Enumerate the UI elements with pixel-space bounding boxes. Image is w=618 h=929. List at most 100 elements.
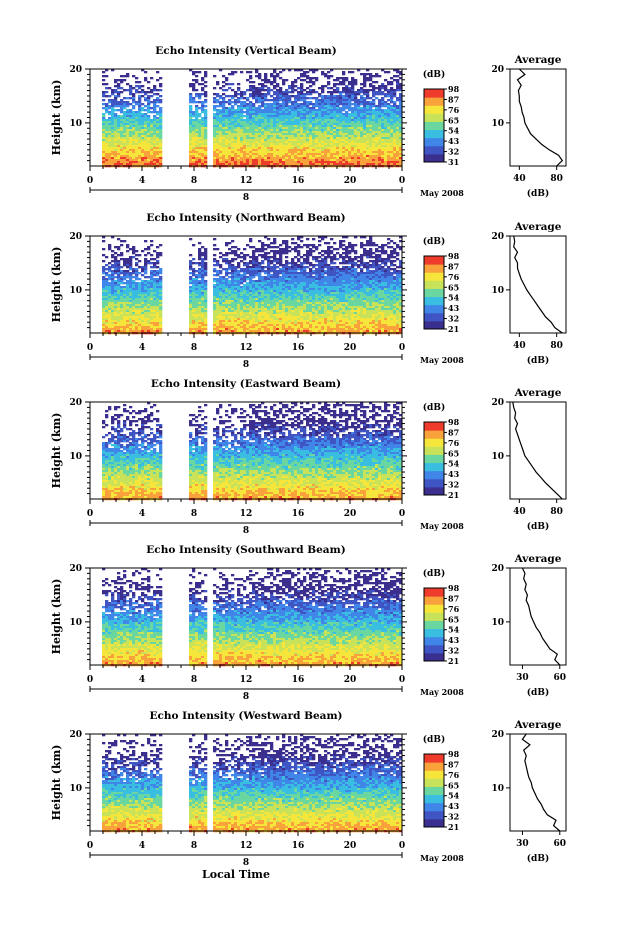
- heatmap-cell: [123, 133, 127, 136]
- heatmap-cell: [156, 135, 160, 138]
- heatmap-cell: [387, 282, 391, 285]
- heatmap-cell: [330, 131, 334, 134]
- heatmap-cell: [357, 147, 361, 150]
- heatmap-cell: [216, 286, 220, 289]
- heatmap-cell: [246, 71, 250, 74]
- heatmap-cell: [126, 125, 130, 128]
- heatmap-cell: [267, 121, 271, 124]
- heatmap-cell: [159, 125, 163, 128]
- heatmap-cell: [150, 157, 154, 160]
- heatmap-cell: [234, 159, 238, 162]
- heatmap-cell: [105, 274, 109, 277]
- heatmap-cell: [219, 125, 223, 128]
- heatmap-cell: [354, 109, 358, 112]
- heatmap-cell: [252, 266, 256, 269]
- heatmap-cell: [363, 155, 367, 158]
- heatmap-cell: [141, 139, 145, 142]
- heatmap-cell: [258, 135, 262, 138]
- heatmap-cell: [237, 274, 241, 277]
- heatmap-cell: [372, 141, 376, 144]
- heatmap-cell: [384, 141, 388, 144]
- heatmap-cell: [288, 87, 292, 90]
- heatmap-cell: [213, 248, 217, 251]
- heatmap-cell: [312, 159, 316, 162]
- heatmap-cell: [378, 117, 382, 120]
- heatmap-cell: [273, 272, 277, 275]
- heatmap-cell: [258, 266, 262, 269]
- heatmap-cell: [354, 111, 358, 114]
- heatmap-cell: [234, 117, 238, 120]
- heatmap-cell: [372, 276, 376, 279]
- heatmap-cell: [324, 155, 328, 158]
- heatmap-cell: [222, 131, 226, 134]
- heatmap-cell: [111, 278, 115, 281]
- heatmap-cell: [192, 135, 196, 138]
- heatmap-cell: [273, 93, 277, 96]
- heatmap-cell: [360, 280, 364, 283]
- heatmap-cell: [300, 69, 304, 72]
- heatmap-cell: [114, 268, 118, 271]
- heatmap-cell: [138, 131, 142, 134]
- x-tick-label: 0: [399, 176, 405, 186]
- heatmap-cell: [387, 242, 391, 245]
- heatmap-cell: [213, 99, 217, 102]
- heatmap-cell: [318, 268, 322, 271]
- heatmap-cell: [369, 75, 373, 78]
- heatmap-cell: [381, 274, 385, 277]
- heatmap-cell: [378, 163, 382, 166]
- heatmap-cell: [222, 280, 226, 283]
- heatmap-cell: [252, 161, 256, 164]
- heatmap-cell: [378, 270, 382, 273]
- heatmap-cell: [114, 79, 118, 82]
- heatmap-cell: [267, 105, 271, 108]
- heatmap-cell: [300, 272, 304, 275]
- heatmap-cell: [276, 115, 280, 118]
- heatmap-cell: [273, 246, 277, 249]
- heatmap-cell: [243, 141, 247, 144]
- heatmap-cell: [141, 284, 145, 287]
- heatmap-cell: [219, 284, 223, 287]
- heatmap-cell: [339, 103, 343, 106]
- heatmap-cell: [228, 147, 232, 150]
- heatmap-cell: [273, 242, 277, 245]
- heatmap-cell: [309, 119, 313, 122]
- heatmap-cell: [135, 258, 139, 261]
- heatmap-cell: [126, 83, 130, 86]
- heatmap-cell: [318, 143, 322, 146]
- heatmap-cell: [345, 135, 349, 138]
- heatmap-cell: [348, 270, 352, 273]
- heatmap-cell: [279, 125, 283, 128]
- heatmap-cell: [294, 119, 298, 122]
- heatmap-cell: [333, 131, 337, 134]
- heatmap-cell: [189, 135, 193, 138]
- heatmap-cell: [102, 260, 106, 263]
- heatmap-cell: [258, 151, 262, 154]
- heatmap-cell: [327, 268, 331, 271]
- heatmap-cell: [306, 147, 310, 150]
- heatmap-cell: [342, 153, 346, 156]
- heatmap-cell: [132, 141, 136, 144]
- heatmap-cell: [330, 276, 334, 279]
- heatmap-cell: [195, 282, 199, 285]
- heatmap-cell: [105, 83, 109, 86]
- heatmap-cell: [201, 89, 205, 92]
- heatmap-cell: [234, 161, 238, 164]
- heatmap-cell: [306, 280, 310, 283]
- heatmap-cell: [201, 258, 205, 261]
- heatmap-cell: [318, 157, 322, 160]
- heatmap-cell: [102, 135, 106, 138]
- heatmap-cell: [318, 264, 322, 267]
- heatmap-cell: [324, 133, 328, 136]
- heatmap-cell: [105, 161, 109, 164]
- heatmap-cell: [336, 145, 340, 148]
- heatmap-cell: [261, 113, 265, 116]
- heatmap-cell: [102, 145, 106, 148]
- heatmap-cell: [306, 266, 310, 269]
- heatmap-cell: [360, 268, 364, 271]
- heatmap-cell: [396, 270, 400, 273]
- heatmap-cell: [153, 145, 157, 148]
- heatmap-cell: [318, 260, 322, 263]
- heatmap-cell: [141, 135, 145, 138]
- heatmap-cell: [159, 268, 163, 271]
- heatmap-cell: [225, 159, 229, 162]
